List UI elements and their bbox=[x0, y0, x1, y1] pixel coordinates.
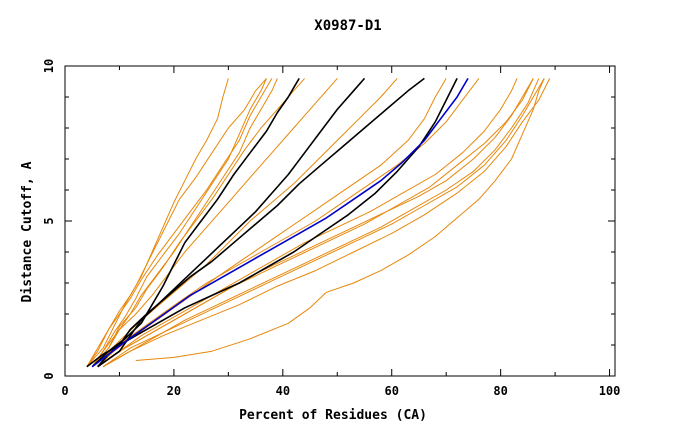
series-line-orange-1 bbox=[86, 78, 229, 367]
x-tick-label: 0 bbox=[61, 384, 68, 398]
series-line-orange-6 bbox=[91, 78, 305, 368]
series-line-orange-15 bbox=[102, 78, 545, 368]
series-line-black-20 bbox=[97, 77, 425, 368]
series-line-orange-17 bbox=[135, 78, 545, 361]
y-axis-label: Distance Cutoff, A bbox=[20, 161, 35, 302]
series-line-orange-7 bbox=[91, 78, 338, 368]
ticks-layer: 0 20 40 60 80 100 0 5 10 bbox=[42, 59, 620, 398]
x-tick-label: 60 bbox=[385, 384, 399, 398]
x-axis-label: Percent of Residues (CA) bbox=[239, 408, 427, 423]
series-line-orange-16 bbox=[102, 78, 551, 368]
series-line-black-19 bbox=[97, 77, 366, 368]
x-tick-label: 100 bbox=[599, 384, 621, 398]
x-tick-label: 40 bbox=[276, 384, 290, 398]
series-line-orange-2 bbox=[86, 78, 273, 367]
series-line-orange-5 bbox=[91, 78, 278, 367]
chart-title: X0987-D1 bbox=[314, 18, 381, 34]
series-line-orange-13 bbox=[97, 78, 534, 368]
y-tick-label: 5 bbox=[42, 217, 56, 224]
y-tick-label: 0 bbox=[42, 372, 56, 379]
x-tick-label: 80 bbox=[493, 384, 507, 398]
series-line-blue-22 bbox=[91, 77, 469, 368]
x-tick-label: 20 bbox=[167, 384, 181, 398]
series-line-orange-11 bbox=[97, 78, 518, 368]
series-line-orange-4 bbox=[86, 78, 267, 368]
series-layer bbox=[86, 77, 551, 368]
series-line-orange-10 bbox=[91, 78, 480, 368]
series-line-orange-3 bbox=[91, 78, 267, 367]
y-tick-label: 10 bbox=[42, 59, 56, 73]
series-line-orange-14 bbox=[102, 78, 540, 368]
